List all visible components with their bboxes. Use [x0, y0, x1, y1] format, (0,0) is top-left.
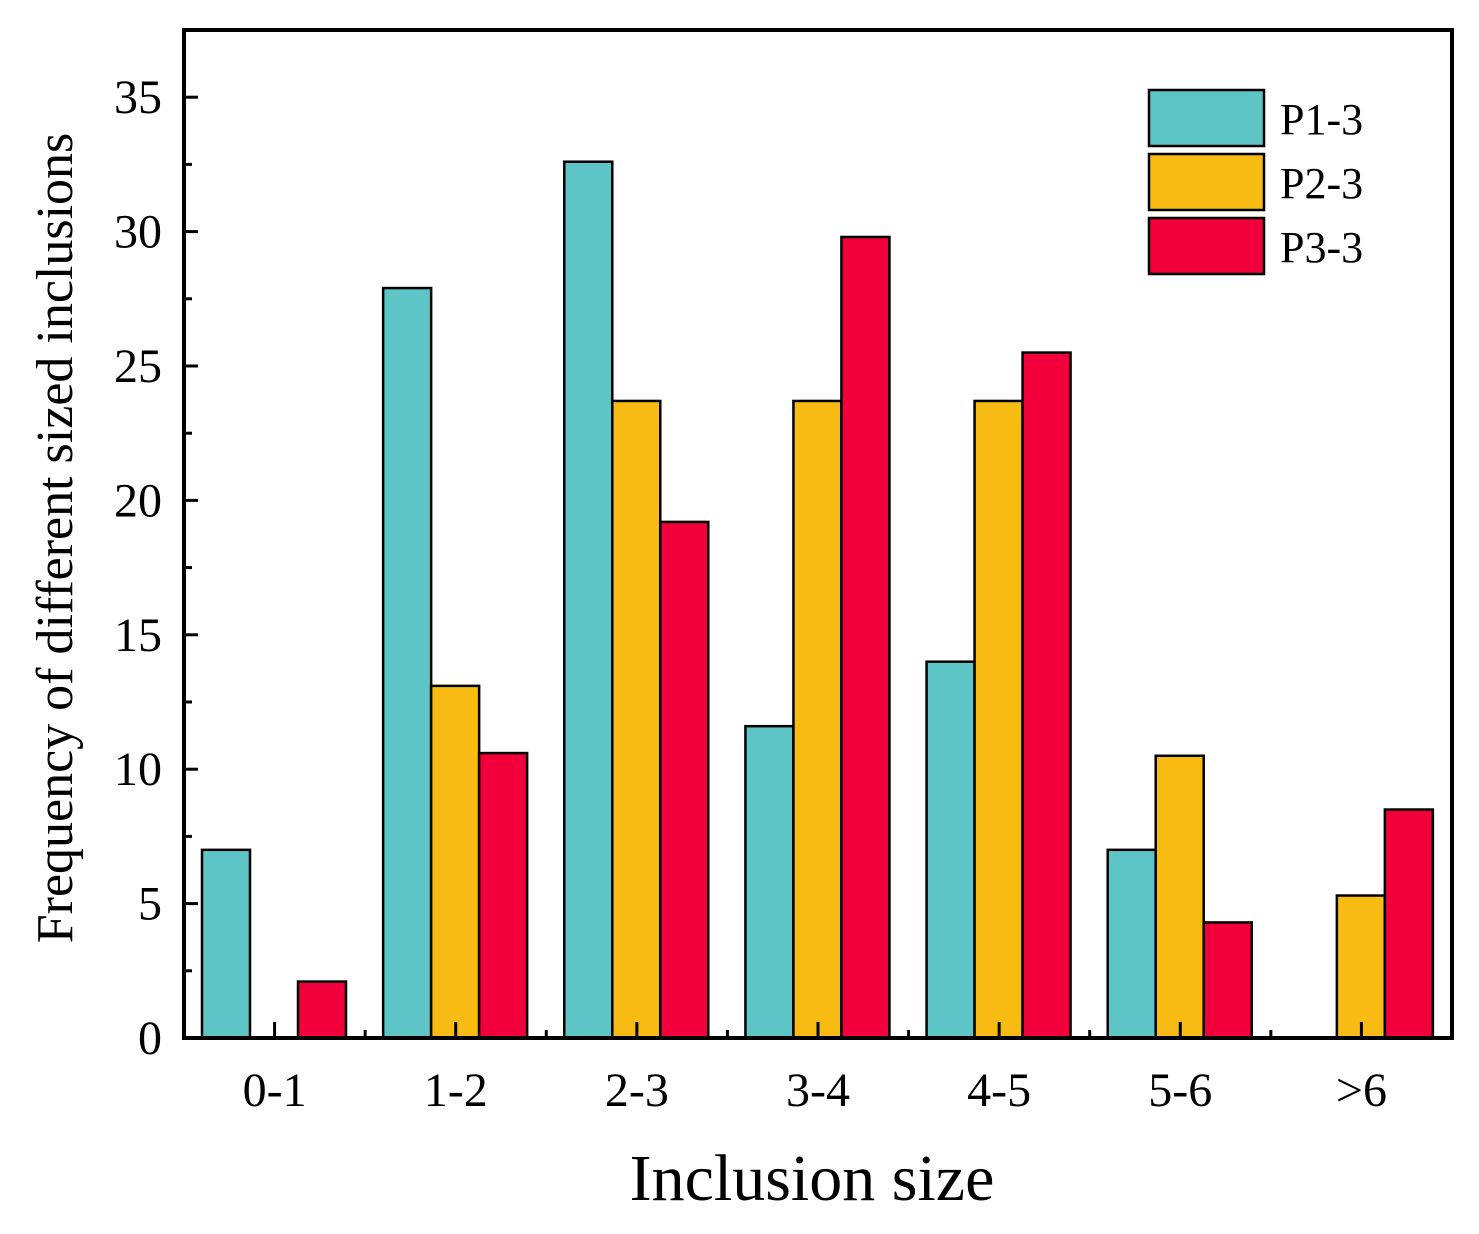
- x-tick-label: 3-4: [786, 1064, 850, 1117]
- x-tick-label: 2-3: [605, 1064, 669, 1117]
- bar-P3-3-3-4: [840, 235, 891, 1040]
- y-tick-label: 5: [138, 878, 162, 931]
- bar-P1-3-2-3: [563, 160, 614, 1040]
- bar-P2-3-3-4: [792, 399, 843, 1040]
- legend-swatch-P2-3: [1147, 152, 1266, 212]
- bar-P3-3-1-2: [477, 751, 529, 1040]
- bar-P2-3-2-3: [611, 399, 662, 1040]
- bar-P2-3-5-6: [1154, 754, 1205, 1040]
- y-axis-title: Frequency of different sized inclusions: [27, 133, 84, 944]
- x-tick-label: >6: [1336, 1064, 1387, 1117]
- legend-label-P3-3: P3-3: [1280, 223, 1363, 272]
- legend: P1-3 P2-3 P3-3: [1147, 88, 1363, 276]
- x-tick-label: 5-6: [1148, 1064, 1212, 1117]
- bar-P3-3-2-3: [659, 520, 710, 1040]
- x-tick-label: 4-5: [967, 1064, 1031, 1117]
- legend-label-P1-3: P1-3: [1280, 95, 1363, 144]
- y-tick-label: 20: [114, 474, 162, 527]
- y-tick-label: 15: [114, 609, 162, 662]
- bar-P3-3-0-1: [296, 980, 348, 1040]
- bar-P1-3-4-5: [925, 660, 976, 1040]
- legend-swatch-P1-3: [1147, 88, 1266, 148]
- bar-P3-3-4-5: [1021, 351, 1072, 1040]
- bar-P1-3-1-2: [381, 286, 433, 1040]
- y-tick-label: 25: [114, 340, 162, 393]
- bar-P1-3-5-6: [1106, 848, 1157, 1040]
- x-axis-title: Inclusion size: [630, 1142, 995, 1215]
- y-tick-label: 30: [114, 206, 162, 259]
- x-tick-label: 0-1: [243, 1064, 307, 1117]
- bar-P1-3-3-4: [744, 724, 795, 1040]
- x-tick-label: 1-2: [424, 1064, 488, 1117]
- bar-P2-3-1-2: [429, 684, 481, 1040]
- y-tick-label: 35: [114, 71, 162, 124]
- bars-layer: [200, 160, 1435, 1040]
- bar-P3-3-5-6: [1202, 921, 1253, 1040]
- y-tick-label: 0: [138, 1012, 162, 1065]
- bar-P3-3->6: [1383, 808, 1435, 1040]
- y-tick-label: 10: [114, 743, 162, 796]
- bar-P2-3->6: [1335, 894, 1387, 1040]
- legend-label-P2-3: P2-3: [1280, 159, 1363, 208]
- bar-P1-3-0-1: [200, 848, 252, 1040]
- x-tick-labels: 0-1 1-2 2-3 3-4 4-5 5-6 >6: [243, 1064, 1387, 1117]
- bar-P2-3-4-5: [973, 399, 1024, 1040]
- plot-frame: [182, 28, 1454, 1040]
- y-tick-labels: 0 5 10 15 20 25 30 35: [114, 71, 162, 1065]
- legend-swatch-P3-3: [1147, 216, 1266, 276]
